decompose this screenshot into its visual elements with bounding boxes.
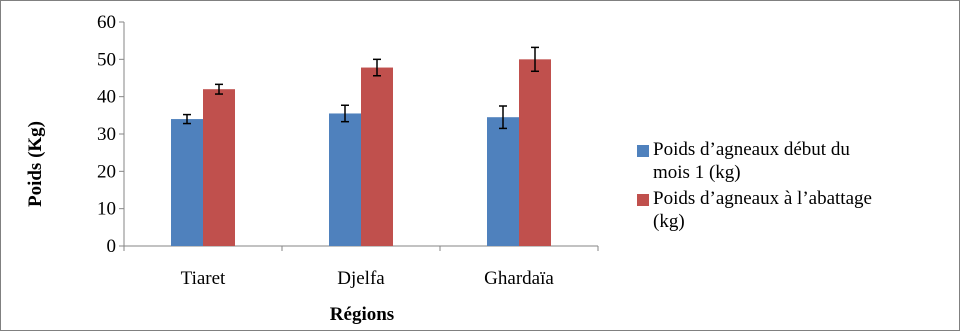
legend-label: mois 1 (kg) xyxy=(653,162,741,183)
y-tick-label: 0 xyxy=(107,236,117,257)
y-tick-label: 40 xyxy=(97,87,116,108)
bar xyxy=(329,113,361,246)
y-tick-label: 50 xyxy=(97,49,116,70)
bar xyxy=(171,119,203,246)
legend-label: (kg) xyxy=(653,211,685,232)
bar xyxy=(361,67,393,247)
x-tick-label: Djelfa xyxy=(337,268,385,289)
y-tick-label: 60 xyxy=(97,12,116,33)
legend-label: Poids d’agneaux début du xyxy=(653,139,850,160)
y-tick-label: 20 xyxy=(97,161,116,182)
bar xyxy=(519,59,551,247)
legend-swatch xyxy=(637,194,649,206)
y-tick-label: 10 xyxy=(97,199,116,220)
bar xyxy=(203,89,235,246)
legend-label: Poids d’agneaux à l’abattage xyxy=(653,188,872,209)
legend-swatch xyxy=(637,145,649,157)
x-tick-label: Tiaret xyxy=(181,268,226,289)
x-axis-title: Régions xyxy=(330,304,394,325)
y-tick-label: 30 xyxy=(97,124,116,145)
y-axis-title: Poids (Kg) xyxy=(25,121,46,207)
bar xyxy=(487,117,519,246)
plot-area: 0 10 20 30 40 50 60 Tiaret Djelfa Ghardaïa xyxy=(97,12,599,289)
x-tick-label: Ghardaïa xyxy=(484,268,554,289)
